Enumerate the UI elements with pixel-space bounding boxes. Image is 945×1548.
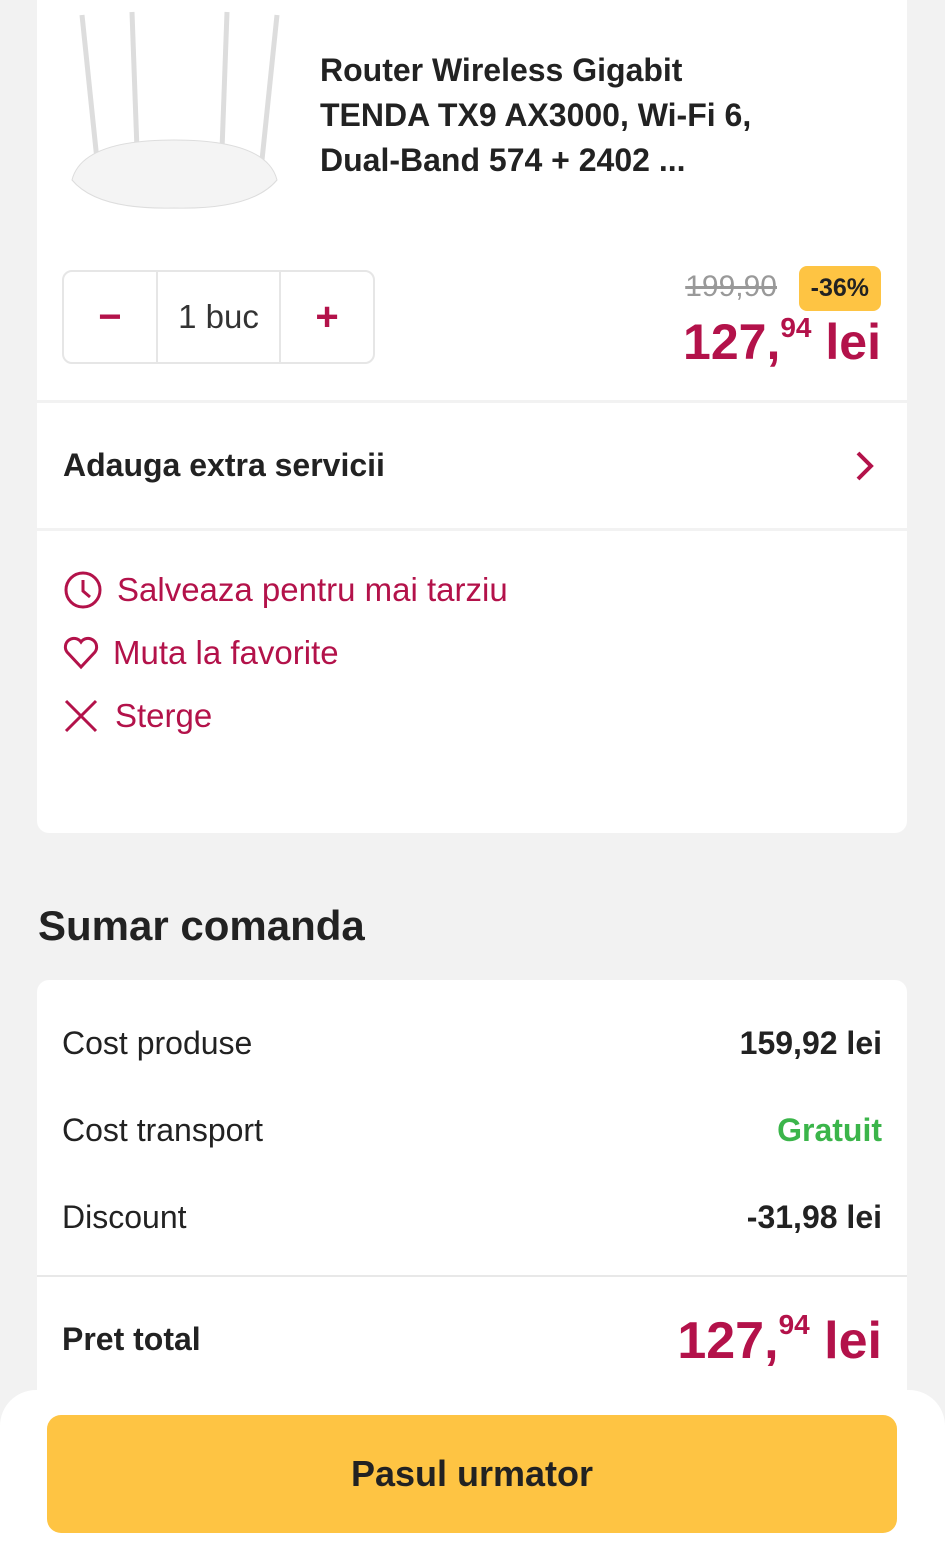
close-icon [64, 699, 98, 732]
delete-label: Sterge [115, 696, 213, 734]
chevron-right-icon [856, 451, 874, 480]
next-step-button[interactable]: Pasul urmator [47, 1415, 897, 1533]
summary-value: Gratuit [777, 1112, 882, 1148]
product-title[interactable]: Router Wireless Gigabit TENDA TX9 AX3000… [320, 52, 752, 178]
save-for-later-label: Salveaza pentru mai tarziu [117, 570, 508, 608]
product-image[interactable] [62, 10, 287, 215]
total-row: Pret total 127,94 lei [37, 1277, 907, 1402]
move-to-favorites-label: Muta la favorite [113, 633, 339, 671]
summary-value: 159,92 lei [739, 1025, 882, 1061]
clock-icon [64, 571, 102, 608]
cart-item: Router Wireless Gigabit TENDA TX9 AX3000… [37, 0, 907, 400]
total-price: 127,94 lei [677, 1308, 882, 1370]
summary-row: Cost produse 159,92 lei [37, 1000, 907, 1087]
discount-badge: -36% [798, 266, 881, 311]
item-actions: Salveaza pentru mai tarziu Muta la favor… [37, 531, 907, 833]
summary-heading: Sumar comanda [38, 902, 365, 949]
extra-services-label: Adauga extra servicii [63, 447, 385, 483]
total-label: Pret total [62, 1321, 201, 1357]
move-to-favorites-button[interactable]: Muta la favorite [63, 610, 881, 695]
summary-label: Cost transport [62, 1112, 263, 1148]
bottom-bar: Pasul urmator [0, 1390, 945, 1548]
quantity-stepper: − 1 buc + [62, 270, 375, 364]
summary-row: Cost transport Gratuit [37, 1087, 907, 1174]
heart-icon [63, 636, 99, 669]
summary-label: Cost produse [62, 1025, 253, 1061]
delete-button[interactable]: Sterge [63, 673, 881, 758]
quantity-value[interactable]: 1 buc [156, 272, 281, 362]
decrease-button[interactable]: − [98, 294, 122, 339]
summary-value: -31,98 lei [746, 1199, 882, 1235]
summary-row: Discount -31,98 lei [37, 1174, 907, 1261]
increase-button[interactable]: + [315, 294, 339, 339]
order-summary: Cost produse 159,92 lei Cost transport Gra… [37, 980, 907, 1400]
product-price: 127,94 lei [683, 312, 881, 370]
summary-label: Discount [62, 1199, 187, 1235]
extra-services-row[interactable]: Adauga extra servicii [37, 403, 907, 528]
old-price: 199,90 [685, 270, 777, 303]
save-for-later-button[interactable]: Salveaza pentru mai tarziu [63, 547, 881, 632]
